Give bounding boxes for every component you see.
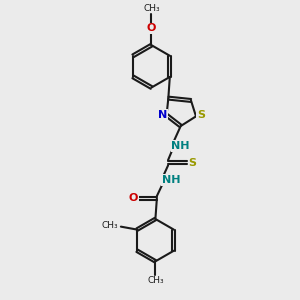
- Text: O: O: [129, 194, 138, 203]
- Text: CH₃: CH₃: [147, 276, 164, 285]
- Text: CH₃: CH₃: [143, 4, 160, 13]
- Text: N: N: [158, 110, 167, 120]
- Text: O: O: [147, 23, 156, 33]
- Text: NH: NH: [171, 141, 190, 151]
- Text: S: S: [197, 110, 205, 120]
- Text: S: S: [188, 158, 196, 167]
- Text: NH: NH: [162, 175, 180, 185]
- Text: CH₃: CH₃: [102, 221, 119, 230]
